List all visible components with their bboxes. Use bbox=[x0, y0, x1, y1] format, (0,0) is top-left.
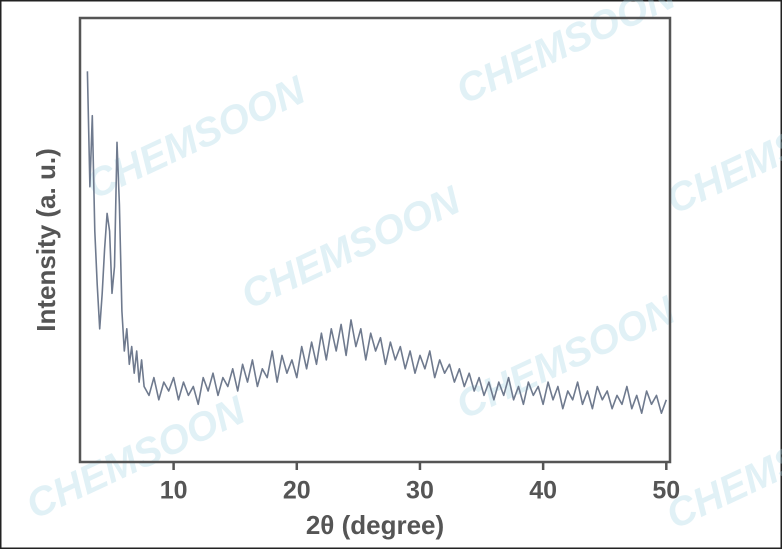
x-tick-label: 50 bbox=[652, 477, 680, 505]
y-axis-label: Intensity (a. u.) bbox=[31, 148, 61, 331]
x-tick-label: 30 bbox=[406, 477, 434, 505]
x-tick-label: 10 bbox=[160, 477, 188, 505]
x-axis-label: 2θ (degree) bbox=[306, 510, 444, 540]
x-tick-label: 40 bbox=[529, 477, 557, 505]
data-line bbox=[86, 71, 668, 415]
plot-frame bbox=[78, 16, 672, 464]
x-tick-label: 20 bbox=[283, 477, 311, 505]
